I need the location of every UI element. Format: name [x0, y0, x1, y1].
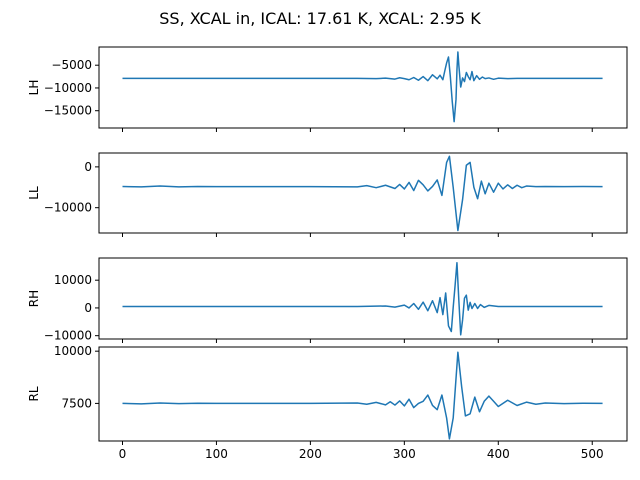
y-tick-label: −10000 — [44, 81, 92, 95]
x-tick-label: 500 — [581, 447, 604, 461]
subplot-rl: 0 100 200 300 400 500 7500 10000 RL — [27, 344, 628, 461]
series-line-lh — [122, 51, 603, 123]
y-axis-label: RL — [27, 386, 41, 401]
x-tick-label: 0 — [119, 447, 127, 461]
figure-title: SS, XCAL in, ICAL: 17.61 K, XCAL: 2.95 K — [159, 9, 481, 28]
subplot-grid: −15000−10000−5000LH−100000LL−10000010000… — [27, 46, 628, 461]
y-tick-label: −5000 — [51, 58, 92, 72]
axes-frame — [98, 346, 628, 442]
subplot-lh: −15000 −10000 −5000 LH — [27, 46, 628, 132]
subplot-ll: −10000 0 LL — [27, 152, 628, 237]
subplot-rh: −10000 0 10000 RH — [27, 257, 628, 343]
x-tick-label: 100 — [205, 447, 228, 461]
y-axis-label: LH — [27, 80, 41, 96]
y-tick-label: −10000 — [44, 201, 92, 215]
x-tick-label: 200 — [299, 447, 322, 461]
y-axis-label: RH — [27, 290, 41, 307]
axes-frame — [98, 257, 628, 340]
y-axis-label: LL — [27, 186, 41, 200]
series-line-rl — [122, 351, 603, 440]
x-tick-label: 300 — [393, 447, 416, 461]
y-tick-label: −10000 — [44, 329, 92, 343]
axes-frame — [98, 152, 628, 234]
y-tick-label: 10000 — [54, 273, 92, 287]
y-tick-label: −15000 — [44, 104, 92, 118]
y-tick-label: 0 — [84, 301, 92, 315]
y-tick-label: 7500 — [61, 396, 92, 410]
y-tick-label: 10000 — [54, 344, 92, 358]
series-line-ll — [122, 155, 603, 232]
x-tick-label: 400 — [487, 447, 510, 461]
y-tick-label: 0 — [84, 160, 92, 174]
series-line-rh — [122, 261, 603, 336]
